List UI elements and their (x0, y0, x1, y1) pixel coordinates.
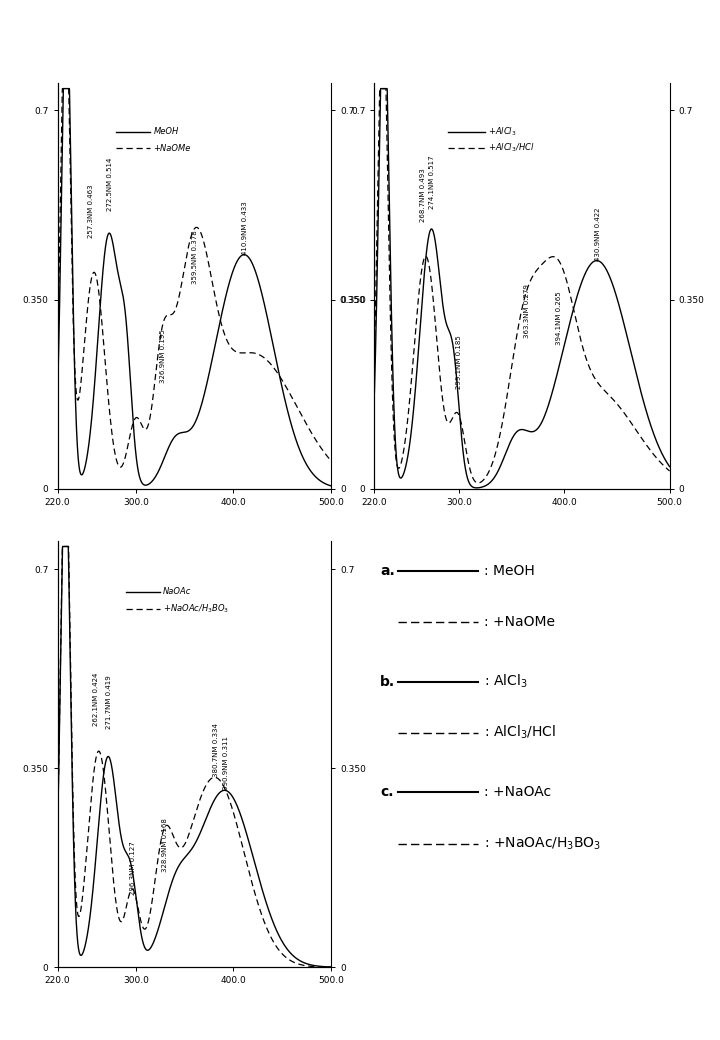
Text: b.: b. (380, 675, 395, 688)
Text: 268.7NM 0.493: 268.7NM 0.493 (420, 168, 426, 223)
Text: c.: c. (380, 785, 394, 800)
Text: 394.1NM 0.265: 394.1NM 0.265 (556, 292, 562, 345)
Text: a.: a. (380, 564, 395, 577)
Text: 257.3NM 0.463: 257.3NM 0.463 (88, 185, 94, 238)
Text: 430.9NM 0.422: 430.9NM 0.422 (595, 207, 600, 261)
Text: : AlCl$_3$/HCl: : AlCl$_3$/HCl (484, 724, 555, 742)
Text: 410.9NM 0.433: 410.9NM 0.433 (242, 201, 248, 255)
Text: 272.5NM 0.514: 272.5NM 0.514 (107, 157, 113, 211)
Text: 274.1NM 0.517: 274.1NM 0.517 (430, 156, 436, 209)
Text: 299.1NM 0.185: 299.1NM 0.185 (456, 335, 462, 389)
Text: +NaOMe: +NaOMe (153, 144, 191, 153)
Text: : +NaOAc: : +NaOAc (484, 785, 551, 800)
Text: 359.5NM 0.378: 359.5NM 0.378 (192, 231, 198, 284)
Text: MeOH: MeOH (153, 127, 179, 136)
Text: 390.9NM 0.311: 390.9NM 0.311 (222, 736, 228, 790)
Text: : MeOH: : MeOH (484, 564, 534, 577)
Text: 271.7NM 0.419: 271.7NM 0.419 (106, 675, 112, 729)
Text: 296.3NM 0.127: 296.3NM 0.127 (130, 841, 136, 895)
Text: : AlCl$_3$: : AlCl$_3$ (484, 673, 527, 691)
Text: NaOAc: NaOAc (163, 588, 192, 597)
Text: +AlCl$_3$/HCl: +AlCl$_3$/HCl (488, 141, 535, 154)
Text: +AlCl$_3$: +AlCl$_3$ (488, 126, 517, 138)
Text: : +NaOMe: : +NaOMe (484, 615, 554, 629)
Text: : +NaOAc/H$_3$BO$_3$: : +NaOAc/H$_3$BO$_3$ (484, 835, 600, 852)
Text: 380.7NM 0.334: 380.7NM 0.334 (212, 724, 219, 777)
Text: +NaOAc/H$_3$BO$_3$: +NaOAc/H$_3$BO$_3$ (163, 603, 230, 616)
Text: 363.3NM 0.279: 363.3NM 0.279 (523, 284, 529, 338)
Text: 326.9NM 0.195: 326.9NM 0.195 (160, 330, 166, 384)
Text: 262.1NM 0.424: 262.1NM 0.424 (93, 673, 99, 726)
Text: 328.9NM 0.168: 328.9NM 0.168 (162, 817, 168, 872)
